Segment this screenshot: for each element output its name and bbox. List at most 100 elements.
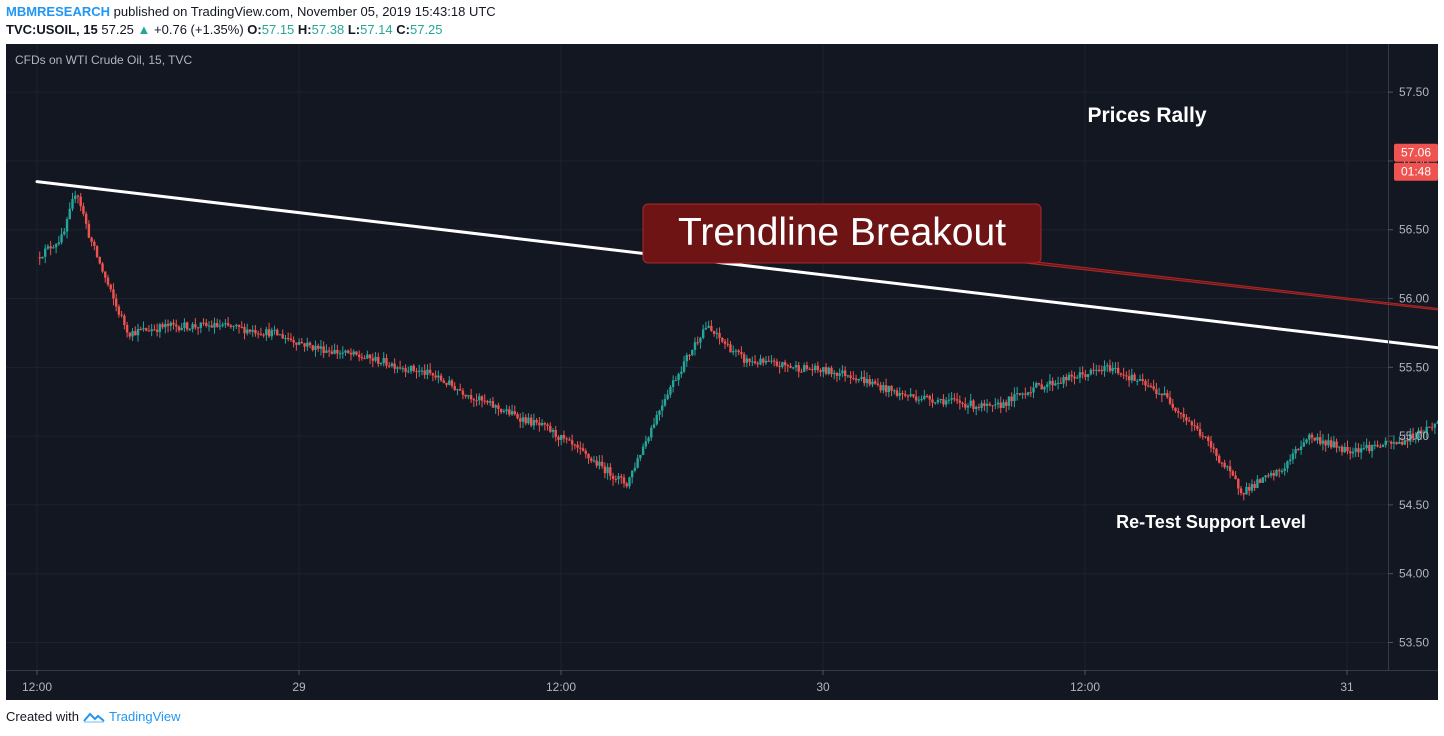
candle-body: [71, 198, 74, 209]
candle-body: [1351, 451, 1355, 454]
x-tick-label: 29: [292, 680, 306, 694]
tradingview-brand-link[interactable]: TradingView: [108, 709, 181, 724]
candle-body: [1250, 484, 1254, 491]
callout-text: Trendline Breakout: [678, 211, 1006, 254]
candle-body: [797, 365, 800, 372]
x-tick-label: 12:00: [546, 680, 576, 694]
candle-body: [1215, 448, 1218, 456]
candle-body: [914, 396, 918, 401]
candle-body: [355, 351, 358, 355]
candle-body: [1157, 393, 1161, 395]
candle-body: [1073, 376, 1076, 379]
candle-body: [729, 344, 732, 353]
candle-body: [969, 400, 972, 406]
candle-body: [800, 371, 803, 373]
candle-body: [920, 399, 923, 401]
candle-body: [1409, 433, 1412, 442]
candle-body: [1062, 376, 1065, 384]
candle-body: [262, 334, 265, 336]
candle-body: [1237, 479, 1240, 489]
candle-body: [1332, 441, 1336, 448]
candle-body: [715, 332, 719, 334]
candle-body: [1234, 475, 1237, 480]
candle-body: [857, 378, 860, 381]
candle-body: [338, 353, 342, 355]
candle-body: [1127, 376, 1131, 381]
candle-body: [1357, 448, 1360, 453]
candle-body: [106, 277, 110, 285]
candle-body: [431, 373, 435, 376]
candle-body: [953, 398, 956, 400]
candle-body: [977, 406, 981, 408]
candle-body: [759, 358, 762, 365]
candle-body: [898, 393, 901, 396]
retest-support-label: Re-Test Support Level: [1116, 512, 1306, 532]
candle-body: [1422, 432, 1426, 434]
current-price-badge: [1394, 143, 1438, 162]
candle-body: [1026, 392, 1030, 395]
candle-body: [554, 429, 557, 437]
candle-body: [166, 323, 170, 326]
y-tick-label: 56.00: [1399, 292, 1429, 306]
candle-body: [1406, 440, 1409, 442]
candle-body: [805, 365, 809, 369]
candle-body: [854, 378, 858, 381]
candle-body: [516, 414, 519, 419]
candle-body: [614, 478, 618, 480]
candle-body: [811, 369, 814, 371]
current-price-label: 57.06: [1401, 146, 1431, 160]
candle-body: [947, 399, 951, 401]
candle-body: [235, 324, 238, 326]
candle-body: [499, 409, 503, 412]
candle-body: [1242, 492, 1245, 495]
candle-body: [764, 360, 768, 363]
candle-body: [611, 475, 615, 479]
candle-body: [136, 328, 140, 336]
grid: [6, 44, 1388, 670]
candle-body: [543, 423, 547, 425]
candle-body: [1207, 436, 1210, 441]
candle-body: [1040, 384, 1043, 390]
x-tick-label: 31: [1340, 680, 1354, 694]
candle-body: [183, 322, 186, 329]
candle-body: [794, 365, 798, 368]
candle-body: [633, 467, 637, 471]
candle-body: [636, 458, 639, 468]
candle-body: [546, 424, 549, 426]
candles: [38, 190, 1444, 501]
candle-body: [622, 477, 626, 484]
candle-body: [480, 396, 484, 401]
close-label: C:: [396, 22, 410, 37]
price-axis[interactable]: 57.5057.0056.5056.0055.5055.0054.5054.00…: [1388, 85, 1438, 649]
candle-body: [475, 400, 478, 402]
candle-body: [767, 360, 770, 362]
candle-body: [428, 369, 432, 374]
candle-body: [385, 358, 388, 366]
candle-body: [510, 411, 514, 415]
candle-body: [1253, 484, 1256, 488]
candle-body: [409, 365, 413, 372]
candle-body: [123, 315, 126, 325]
candle-body: [579, 447, 582, 449]
candle-body: [1168, 397, 1172, 404]
candle-body: [1433, 423, 1437, 428]
candle-body: [1316, 437, 1319, 441]
y-tick-label: 54.50: [1399, 498, 1429, 512]
candle-body: [1209, 440, 1213, 448]
candle-body: [461, 390, 465, 395]
candle-body: [710, 325, 713, 331]
candle-body: [76, 195, 80, 197]
candle-body: [175, 324, 178, 327]
candle-body: [1160, 393, 1164, 396]
candle-body: [939, 399, 942, 401]
candle-body: [1114, 367, 1117, 369]
candle-body: [248, 329, 252, 332]
candle-body: [688, 355, 691, 357]
author-link[interactable]: MBMRESEARCH: [6, 4, 110, 19]
price-chart[interactable]: 57.5057.0056.5056.0055.5055.0054.5054.00…: [6, 44, 1444, 700]
candle-body: [565, 438, 568, 440]
candle-body: [1179, 412, 1183, 414]
high-value: 57.38: [311, 22, 345, 37]
candle-body: [893, 390, 896, 392]
